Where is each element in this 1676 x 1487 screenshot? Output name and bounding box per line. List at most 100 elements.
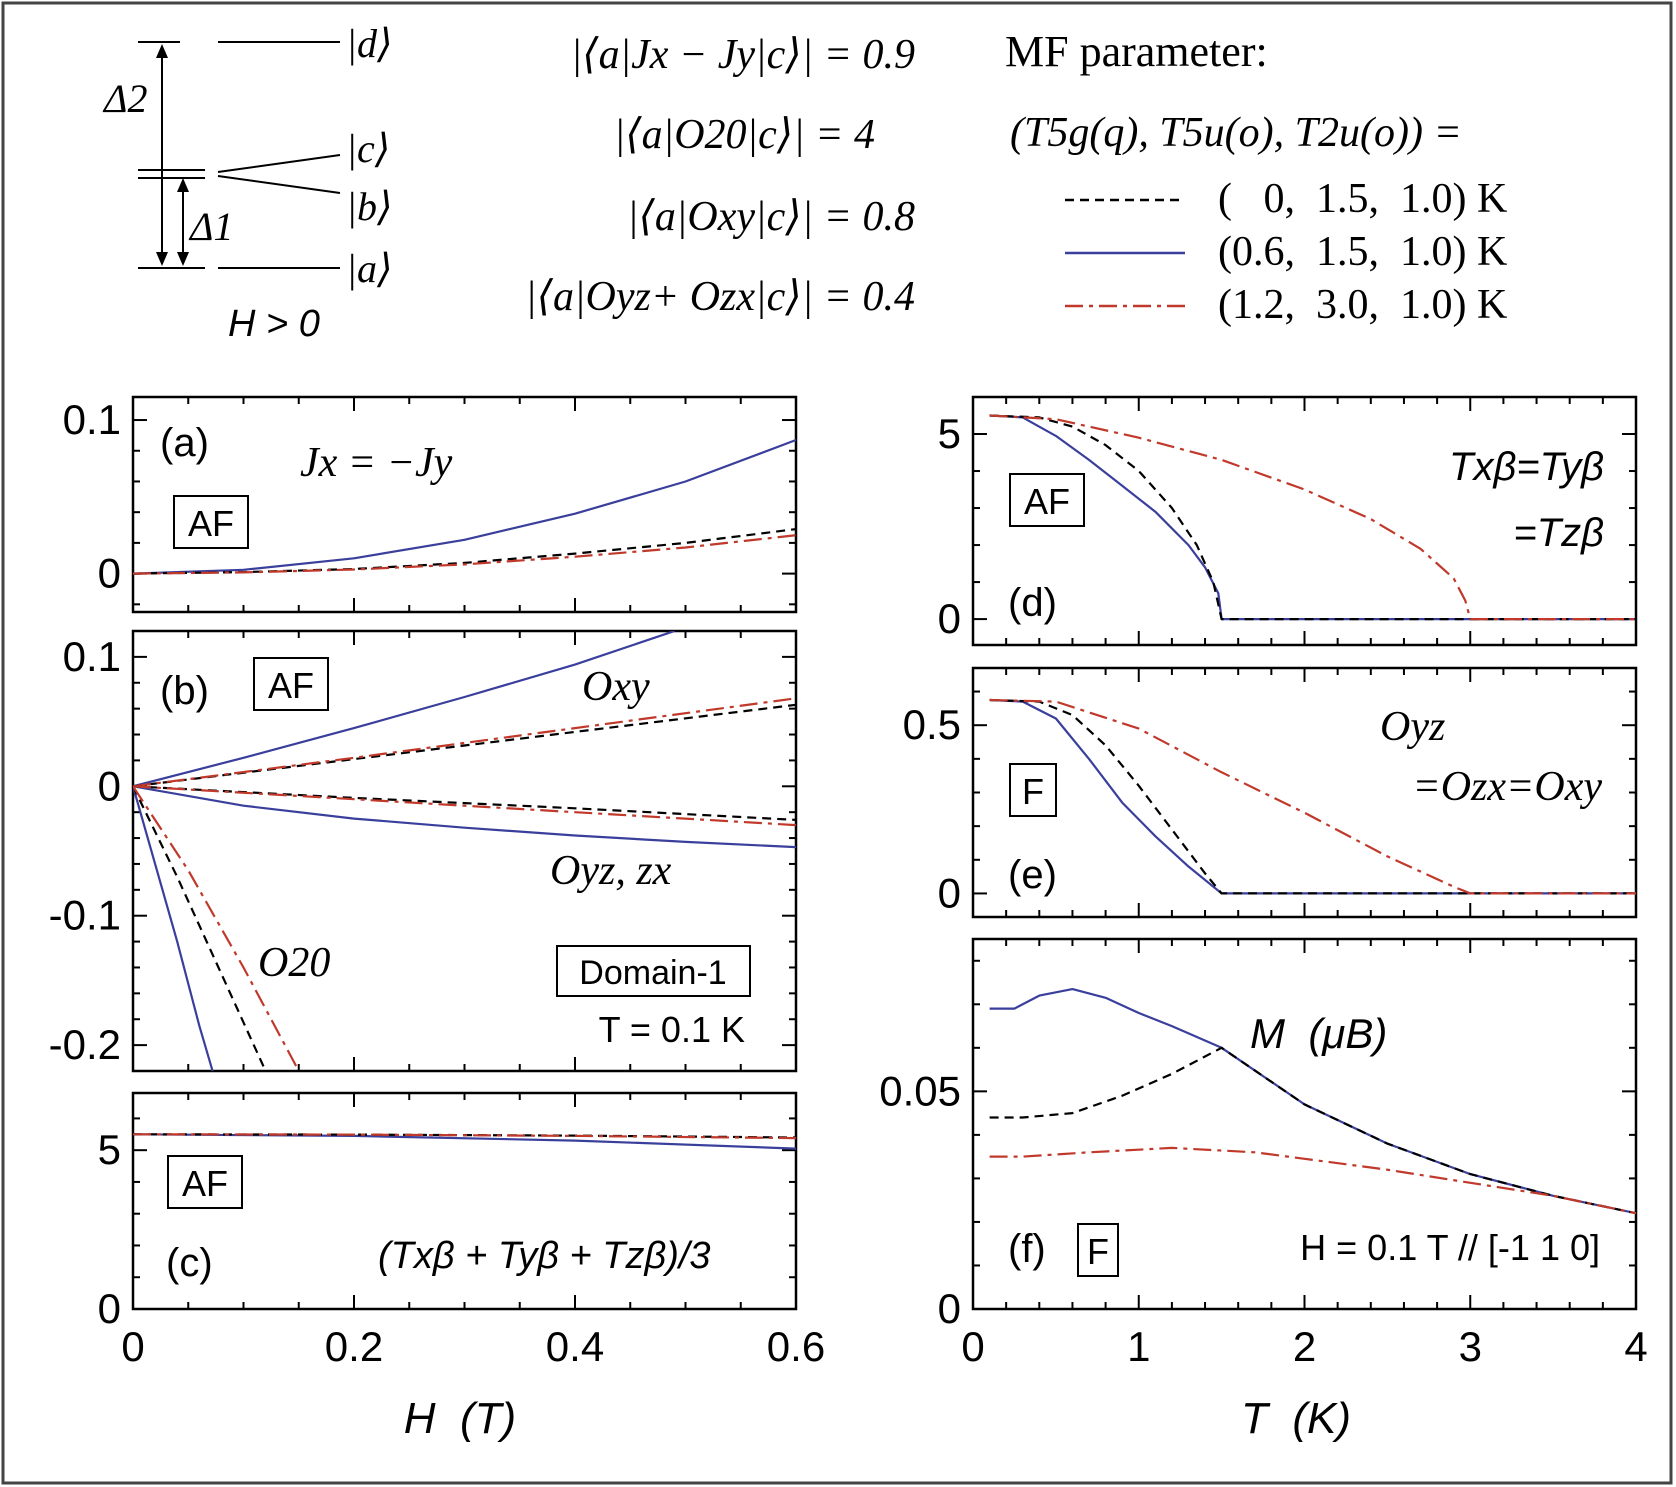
panel-c-box-frame	[167, 1155, 243, 1209]
panel-c-xtick-label: 0	[121, 1323, 144, 1370]
panel-e-series-2	[989, 698, 1636, 895]
panel-f-xlabel: T (K)	[1241, 1394, 1351, 1443]
level-line-c	[217, 154, 341, 173]
panel-c-series-3	[133, 1133, 796, 1140]
mf-title: MF parameter:	[1005, 27, 1268, 76]
panel-b-series-3	[133, 697, 796, 788]
panel-a-annotation: Jx = −Jy	[300, 440, 453, 486]
panel-f-field: H = 0.1 T // [-1 1 0]	[1300, 1227, 1600, 1268]
panel-b-o20-label: O20	[258, 940, 330, 986]
matrix-element-2: |⟨a|O20|c⟩| = 4	[614, 112, 875, 158]
panel-b-series-6	[133, 785, 796, 827]
panel-e-ytick-label: 0	[938, 869, 961, 916]
panel-f-xtick-label: 0	[961, 1323, 984, 1370]
panel-f-xtick-label: 4	[1624, 1323, 1647, 1370]
panel-e-annotation-2: =Ozx=Oxy	[1412, 764, 1602, 810]
panel-a-ytick-label: 0	[98, 550, 121, 597]
panel-f-ytick-label: 0	[938, 1285, 961, 1332]
panel-b-box: AF	[268, 665, 314, 706]
panel-d-ytick-label: 0	[938, 595, 961, 642]
panel-d-box-frame	[1009, 473, 1085, 527]
panel-f-xtick-label: 1	[1127, 1323, 1150, 1370]
panel-e-annotation-1: Oyz	[1380, 704, 1445, 750]
panel-b-series-9	[133, 785, 300, 1071]
panel-d-ytick-label: 5	[938, 410, 961, 457]
panel-e-ytick-label: 0.5	[903, 701, 961, 748]
panel-b-series-7	[133, 785, 214, 1071]
legend-label-2: (0.6, 1.5, 1.0) K	[1218, 229, 1507, 275]
panel-f-label: (f)	[1008, 1227, 1046, 1271]
matrix-element-4: |⟨a|Oyz+ Ozx|c⟩| = 0.4	[525, 274, 915, 320]
panel-d: 05	[938, 395, 1638, 647]
panel-b-oxy-label: Oxy	[582, 664, 650, 710]
panel-b-domain-frame	[556, 945, 751, 997]
matrix-element-1: |⟨a|Jx − Jy|c⟩| = 0.9	[571, 32, 915, 78]
panel-b-ytick-label: 0.1	[63, 633, 121, 680]
legend-label-3: (1.2, 3.0, 1.0) K	[1218, 282, 1507, 328]
panel-e-box-frame	[1009, 763, 1057, 817]
panel-f-xtick-label: 3	[1459, 1323, 1482, 1370]
ket-b-label: |b⟩	[346, 184, 393, 229]
panel-a-box: AF	[188, 503, 234, 544]
panel-d-series-2	[989, 414, 1636, 621]
panel-c-xtick-label: 0.6	[767, 1323, 825, 1370]
panel-c-ytick-label: 0	[98, 1285, 121, 1332]
panel-a-label: (a)	[160, 421, 209, 465]
panel-c: 0 5 0 0.2 0.4 0.6	[98, 1091, 825, 1370]
panel-c-xlabel: H (T)	[404, 1394, 516, 1443]
panel-e-series-1	[989, 698, 1636, 895]
panel-b-series-1	[133, 631, 675, 788]
panel-b-temperature: T = 0.1 K	[599, 1009, 745, 1050]
panel-a: 00.1	[63, 395, 798, 614]
panel-a-series-3	[133, 534, 796, 575]
panel-f-series-2	[989, 1046, 1636, 1215]
panel-c-annotation: (Txβ + Tyβ + Tzβ)/3	[378, 1235, 711, 1277]
panel-c-box: AF	[182, 1163, 228, 1204]
panel-d-box: AF	[1024, 481, 1070, 522]
panel-f-box: F	[1087, 1231, 1109, 1272]
panel-e-box: F	[1022, 771, 1044, 812]
ket-d-label: |d⟩	[346, 21, 393, 66]
panel-f-ytick-label: 0.05	[879, 1067, 961, 1114]
delta2-label: Δ2	[102, 76, 147, 121]
panel-c-xtick-label: 0.4	[546, 1323, 604, 1370]
panel-b-ytick-label: -0.2	[49, 1021, 121, 1068]
delta1-label: Δ1	[188, 204, 233, 249]
legend-lines	[1065, 198, 1185, 308]
panel-a-ytick-label: 0.1	[63, 396, 121, 443]
level-arrowheads	[156, 44, 189, 266]
field-label: H > 0	[228, 303, 320, 345]
panel-f: 0 0.05 0 1 2 3 4	[879, 937, 1648, 1370]
panel-b-series-4	[133, 785, 796, 849]
panel-f-series-3	[989, 1146, 1636, 1215]
panel-d-annotation-2: =Tzβ	[1513, 511, 1604, 555]
panel-f-annotation: M (μB)	[1250, 1010, 1387, 1057]
panel-b-ytick-label: -0.1	[49, 892, 121, 939]
level-diagram	[138, 41, 341, 269]
panel-a-box-frame	[173, 495, 249, 549]
panel-a-series-1	[133, 438, 796, 575]
panel-c-label: (c)	[166, 1241, 213, 1285]
panel-e: 00.5	[903, 666, 1638, 919]
panel-b-oyz-label: Oyz, zx	[550, 848, 672, 894]
panel-f-xtick-label: 2	[1293, 1323, 1316, 1370]
panel-f-box-frame	[1077, 1223, 1119, 1277]
panel-d-label: (d)	[1008, 581, 1057, 625]
panel-d-annotation-1: Txβ=Tyβ	[1449, 445, 1604, 489]
panel-e-series-3	[989, 698, 1636, 895]
panel-b-series-8	[133, 785, 267, 1071]
panel-b-box-frame	[253, 657, 329, 711]
matrix-element-3: |⟨a|Oxy|c⟩| = 0.8	[627, 194, 915, 240]
level-line-b	[217, 175, 341, 194]
panel-b: -0.2 -0.1 0 0.1	[49, 629, 798, 1073]
panel-b-label: (b)	[160, 669, 209, 713]
panel-b-ytick-label: 0	[98, 762, 121, 809]
mf-params: (T5g(q), T5u(o), T2u(o)) =	[1010, 110, 1462, 156]
panel-c-xtick-label: 0.2	[325, 1323, 383, 1370]
panel-c-ytick-label: 5	[98, 1126, 121, 1173]
panel-d-series-1	[989, 414, 1636, 621]
legend-label-1: ( 0, 1.5, 1.0) K	[1218, 176, 1507, 222]
panel-e-label: (e)	[1008, 853, 1057, 897]
